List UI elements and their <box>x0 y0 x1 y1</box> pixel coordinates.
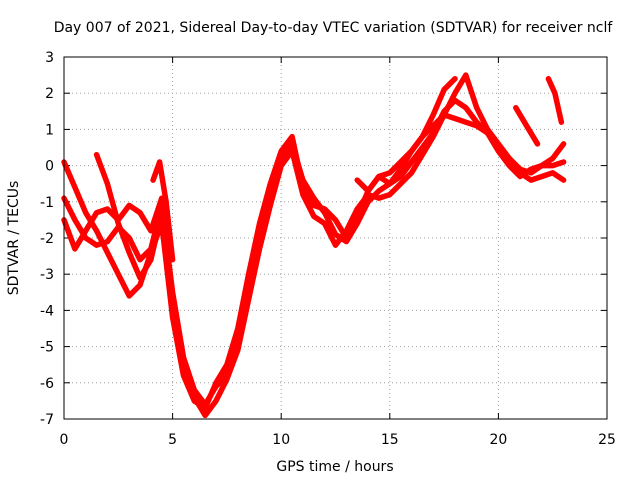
y-tick-label: -6 <box>40 376 54 392</box>
y-tick-label: 0 <box>45 159 54 175</box>
y-tick-label: -4 <box>40 303 54 319</box>
axis-ticks <box>63 56 608 420</box>
y-tick-label: 2 <box>45 86 54 102</box>
y-tick-labels: -7 -6 -5 -4 -3 -2 -1 0 1 2 3 <box>40 50 54 428</box>
x-tick-label: 10 <box>272 432 290 448</box>
y-tick-label: -2 <box>40 231 54 247</box>
chart-title: Day 007 of 2021, Sidereal Day-to-day VTE… <box>54 20 614 36</box>
x-tick-label: 15 <box>381 432 399 448</box>
series-track-5 <box>150 159 176 263</box>
y-tick-label: -3 <box>40 267 54 283</box>
series-track-4 <box>93 151 165 281</box>
x-tick-label: 5 <box>168 432 177 448</box>
y-tick-label: -1 <box>40 195 54 211</box>
series-track-7 <box>513 104 541 147</box>
y-axis-label: SDTVAR / TECUs <box>6 181 22 296</box>
series-track-3 <box>61 72 567 419</box>
grid <box>64 57 607 419</box>
series-track-2 <box>61 97 567 408</box>
series-track-6 <box>354 75 458 194</box>
x-tick-label: 20 <box>489 432 507 448</box>
y-tick-label: -7 <box>40 412 54 428</box>
x-tick-label: 0 <box>60 432 69 448</box>
y-tick-label: 1 <box>45 122 54 138</box>
y-tick-label: 3 <box>45 50 54 66</box>
plot-frame <box>63 56 608 420</box>
y-tick-label: -5 <box>40 340 54 356</box>
x-tick-labels: 0 5 10 15 20 25 <box>60 432 616 448</box>
series-track-8 <box>545 75 565 125</box>
x-tick-label: 25 <box>598 432 616 448</box>
data-series <box>61 72 567 419</box>
x-axis-label: GPS time / hours <box>276 459 393 475</box>
